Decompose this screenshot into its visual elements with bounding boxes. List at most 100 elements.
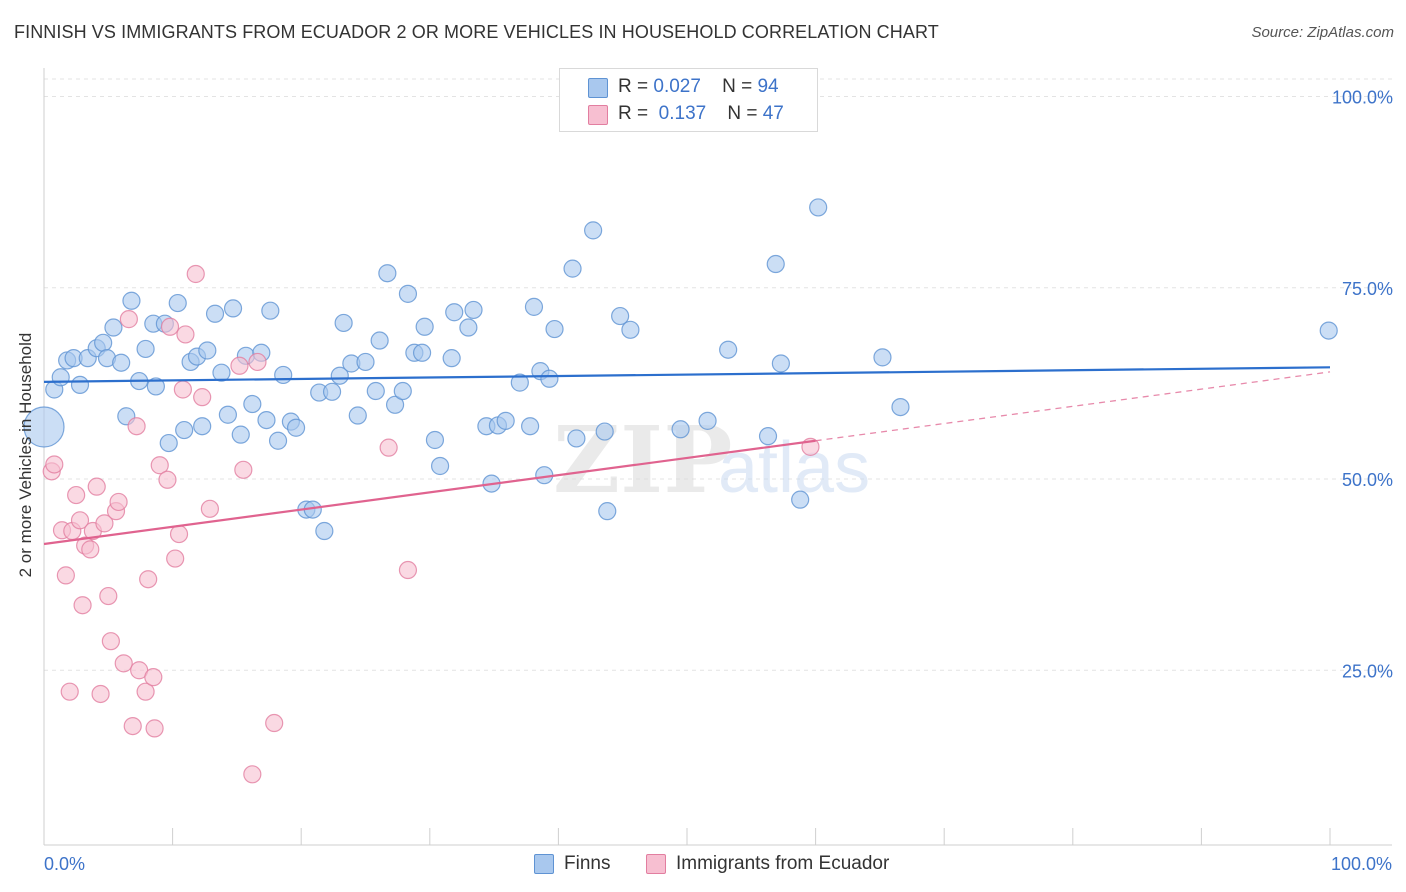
finns-point-69 xyxy=(510,373,529,392)
legend-finns-r-label: R = xyxy=(618,76,649,97)
ecuador-point-42 xyxy=(265,713,284,733)
finns-point-51 xyxy=(370,331,389,350)
finns-point-68 xyxy=(496,411,515,430)
finns-point-28 xyxy=(218,405,237,424)
finns-point-80 xyxy=(598,502,617,521)
finns-point-86 xyxy=(758,427,778,446)
ecuador-point-38 xyxy=(230,356,249,375)
chart-title: FINNISH VS IMMIGRANTS FROM ECUADOR 2 OR … xyxy=(14,22,939,42)
finns-point-29 xyxy=(223,299,243,318)
ecuador-point-22 xyxy=(127,417,146,436)
finns-point-87 xyxy=(766,254,785,274)
finns-point-46 xyxy=(334,313,353,333)
legend-ecuador-text: R = 0.137 N = 47 xyxy=(618,103,784,125)
finns-point-70 xyxy=(521,417,540,436)
ecuador-point-31 xyxy=(166,549,185,568)
finns-point-92 xyxy=(891,397,910,417)
legend-finns-r-value: 0.027 xyxy=(653,76,701,97)
finns-point-25 xyxy=(198,341,217,360)
y-axis-label: 2 or more Vehicles in Household xyxy=(16,332,35,578)
source-credit: Source: ZipAtlas.com xyxy=(1251,24,1394,41)
ecuador-point-12 xyxy=(87,477,106,496)
bottom-finns-label: Finns xyxy=(564,853,611,874)
ecuador-point-3 xyxy=(56,566,75,585)
legend-ecuador-r-value: 0.137 xyxy=(658,103,707,124)
finns-point-0 xyxy=(23,406,65,448)
finns-point-5 xyxy=(70,375,90,395)
ecuador-point-29 xyxy=(158,470,177,489)
finns-point-49 xyxy=(356,352,375,372)
finns-trend-line xyxy=(43,366,1331,383)
finns-point-2 xyxy=(51,368,70,387)
bottom-finns-swatch xyxy=(534,854,554,874)
finns-point-52 xyxy=(378,264,397,283)
finns-point-62 xyxy=(445,303,464,322)
finns-point-24 xyxy=(193,417,212,436)
finns-point-83 xyxy=(671,420,690,439)
finns-point-43 xyxy=(315,521,334,541)
y-tick-label-75: 75.0% xyxy=(1342,279,1393,299)
finns-point-58 xyxy=(415,317,434,336)
ecuador-point-35 xyxy=(186,264,205,284)
finns-point-37 xyxy=(274,365,293,385)
ecuador-point-25 xyxy=(139,570,158,589)
finns-point-75 xyxy=(545,319,564,339)
finns-point-10 xyxy=(104,318,123,337)
finns-point-63 xyxy=(459,318,478,337)
y-tick-label-50: 50.0% xyxy=(1342,470,1393,490)
ecuador-point-33 xyxy=(173,380,192,399)
ecuador-point-24 xyxy=(136,682,155,701)
finns-point-27 xyxy=(212,363,231,382)
y-tick-label-100: 100.0% xyxy=(1332,88,1393,108)
ecuador-point-27 xyxy=(145,719,164,738)
ecuador-point-43 xyxy=(379,438,398,457)
ecuador-point-41 xyxy=(248,352,267,372)
finns-point-32 xyxy=(243,394,262,414)
finns-point-8 xyxy=(94,333,113,352)
finns-swatch xyxy=(588,78,608,98)
finns-point-35 xyxy=(261,301,280,320)
finns-point-60 xyxy=(430,456,450,476)
finns-point-26 xyxy=(205,304,225,323)
ecuador-point-14 xyxy=(95,514,114,533)
ecuador-trend-line xyxy=(43,439,816,546)
x-tick-label-max: 100.0% xyxy=(1331,854,1392,874)
finns-point-39 xyxy=(286,418,306,437)
finns-point-85 xyxy=(719,340,738,359)
legend-finns-n-label: N = xyxy=(722,76,753,97)
finns-point-64 xyxy=(464,300,483,320)
ecuador-point-18 xyxy=(109,492,128,512)
finns-point-88 xyxy=(771,354,790,373)
ecuador-point-10 xyxy=(81,540,100,559)
finns-point-11 xyxy=(112,353,131,372)
ecuador-point-16 xyxy=(101,632,120,651)
finns-point-90 xyxy=(809,198,828,217)
ecuador-point-19 xyxy=(114,654,133,673)
finns-point-50 xyxy=(366,381,385,401)
finns-point-59 xyxy=(425,430,445,450)
finns-point-81 xyxy=(611,306,630,326)
finns-point-44 xyxy=(322,382,342,401)
finns-point-13 xyxy=(122,291,141,310)
finns-point-34 xyxy=(257,410,276,430)
ecuador-point-37 xyxy=(200,499,219,518)
finns-point-55 xyxy=(398,284,418,303)
finns-point-48 xyxy=(348,406,367,425)
finns-point-74 xyxy=(540,369,559,388)
ecuador-point-34 xyxy=(176,325,195,344)
finns-point-36 xyxy=(268,431,288,450)
ecuador-point-4 xyxy=(60,682,79,701)
finns-point-17 xyxy=(146,377,165,396)
correlation-legend: R = 0.027 N = 94 R = 0.137 N = 47 xyxy=(559,68,818,132)
legend-finns-n-value: 94 xyxy=(757,76,779,97)
ecuador-point-7 xyxy=(70,511,90,530)
finns-point-91 xyxy=(873,348,892,367)
x-tick-label-min: 0.0% xyxy=(44,854,85,874)
finns-point-21 xyxy=(175,420,194,440)
ecuador-trend-extension xyxy=(815,371,1331,442)
finns-point-61 xyxy=(442,349,461,368)
ecuador-point-21 xyxy=(123,716,142,736)
legend-finns-text: R = 0.027 N = 94 xyxy=(618,76,779,98)
finns-point-15 xyxy=(136,339,155,359)
